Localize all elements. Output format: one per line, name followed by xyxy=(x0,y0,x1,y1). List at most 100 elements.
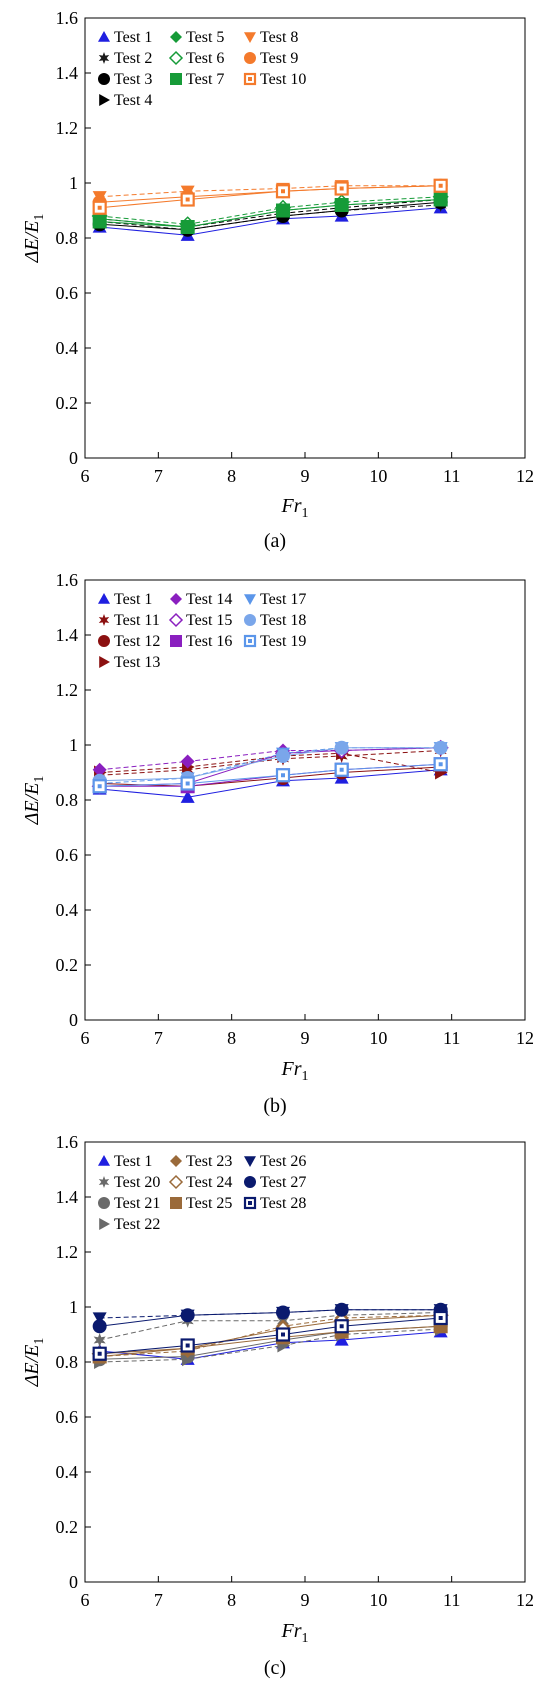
legend-marker xyxy=(244,614,256,626)
y-axis-label: ΔE/E1 xyxy=(21,776,47,826)
y-tick-label: 0.4 xyxy=(56,1462,79,1482)
legend-label: Test 7 xyxy=(186,71,224,88)
series-test-28 xyxy=(92,1310,448,1361)
data-point-center xyxy=(281,773,285,778)
y-tick-label: 0.6 xyxy=(56,283,79,303)
legend-label: Test 19 xyxy=(260,633,306,650)
legend-marker-center xyxy=(248,1201,252,1205)
legend-marker xyxy=(168,612,184,628)
legend-label: Test 16 xyxy=(186,633,232,650)
legend-item: Test 26 xyxy=(244,1153,306,1170)
legend-item: Test 3 xyxy=(98,71,152,88)
legend-item: Test 1 xyxy=(98,1153,152,1170)
panel-label: (c) xyxy=(264,1657,286,1679)
legend-marker xyxy=(168,1174,184,1190)
legend-item: Test 9 xyxy=(244,50,298,67)
y-tick-label: 1.4 xyxy=(56,625,79,645)
series-layer xyxy=(91,1302,449,1369)
data-point-center xyxy=(339,186,344,191)
data-point xyxy=(433,192,448,207)
series-layer xyxy=(91,739,449,803)
legend-label: Test 17 xyxy=(260,591,306,608)
data-point xyxy=(180,1308,195,1323)
legend-label: Test 23 xyxy=(186,1153,232,1170)
legend-item: Test 19 xyxy=(243,633,306,650)
legend-label: Test 2 xyxy=(114,50,152,67)
legend-item: Test 5 xyxy=(170,29,224,46)
axis-ticks: 6 7 8 9 10 11 12 0 0.2 0.4 0.6 0.8 1 1.2 1.4 1.6 xyxy=(56,1132,535,1610)
legend-marker xyxy=(98,635,110,647)
x-tick-label: 9 xyxy=(301,466,310,486)
legend-label: Test 3 xyxy=(114,71,152,88)
legend-marker xyxy=(99,656,110,668)
y-tick-label: 0.4 xyxy=(56,338,79,358)
panel-c: 6 7 8 9 10 11 12 0 0.2 0.4 0.6 0.8 1 1.2 1.4 1.6 Test 1… xyxy=(21,1132,534,1679)
panel-b: 6 7 8 9 10 11 12 0 0.2 0.4 0.6 0.8 1 1.2 1.4 1.6 Test 1… xyxy=(21,570,534,1117)
data-point xyxy=(180,220,195,234)
legend-label: Test 14 xyxy=(186,591,232,608)
y-tick-label: 1.2 xyxy=(56,680,79,700)
y-tick-label: 1 xyxy=(69,735,78,755)
legend-label: Test 11 xyxy=(114,612,160,629)
legend-item: Test 25 xyxy=(170,1195,232,1212)
legend-marker xyxy=(170,1197,182,1209)
legend-item: Test 4 xyxy=(99,92,152,109)
data-point-center xyxy=(97,1351,102,1356)
legend-label: Test 18 xyxy=(260,612,306,629)
legend-label: Test 21 xyxy=(114,1195,160,1212)
series-test-7 xyxy=(92,192,448,234)
legend-marker-center xyxy=(248,639,252,643)
legend-marker xyxy=(170,73,182,85)
y-tick-label: 1.6 xyxy=(56,570,79,590)
y-tick-label: 0 xyxy=(69,1572,78,1592)
data-point xyxy=(276,203,290,218)
legend-item: Test 13 xyxy=(99,654,160,671)
x-tick-label: 10 xyxy=(369,1028,387,1048)
y-tick-label: 1 xyxy=(69,173,78,193)
legend-label: Test 15 xyxy=(186,612,232,629)
legend-marker xyxy=(168,50,184,66)
x-tick-label: 12 xyxy=(516,1028,534,1048)
x-tick-label: 10 xyxy=(369,466,387,486)
data-point xyxy=(92,1312,107,1325)
legend-label: Test 1 xyxy=(114,29,152,46)
legend-item: Test 20 xyxy=(98,1174,160,1191)
legend-item: Test 11 xyxy=(98,612,160,629)
data-point xyxy=(334,1302,349,1317)
legend-marker xyxy=(99,1218,110,1230)
data-point-center xyxy=(185,1343,190,1348)
y-tick-label: 1.4 xyxy=(56,63,79,83)
panel-label: (a) xyxy=(264,530,286,552)
legend-marker xyxy=(244,594,256,605)
legend-marker xyxy=(170,593,182,605)
legend-label: Test 9 xyxy=(260,50,298,67)
data-point xyxy=(276,749,290,763)
data-point xyxy=(92,762,107,777)
legend-item: Test 7 xyxy=(170,71,224,88)
legend-label: Test 26 xyxy=(260,1153,306,1170)
x-tick-label: 11 xyxy=(443,1590,460,1610)
axis-ticks: 6 7 8 9 10 11 12 0 0.2 0.4 0.6 0.8 1 1.2 1.4 1.6 xyxy=(56,570,535,1048)
legend-item: Test 6 xyxy=(168,50,224,67)
legend-marker xyxy=(98,73,110,85)
legend-item: Test 17 xyxy=(244,591,306,608)
y-tick-label: 1.4 xyxy=(56,1187,79,1207)
y-tick-label: 0.8 xyxy=(56,1352,79,1372)
series-test-10 xyxy=(92,178,448,215)
x-tick-label: 10 xyxy=(369,1590,387,1610)
y-tick-label: 0 xyxy=(69,448,78,468)
legend-marker xyxy=(98,1155,110,1166)
y-tick-label: 0.4 xyxy=(56,900,79,920)
legend-marker xyxy=(170,31,182,43)
y-tick-label: 0.2 xyxy=(56,393,79,413)
y-tick-label: 1.2 xyxy=(56,118,79,138)
legend: Test 1 Test 5 Test 8 Test 2 Test 6 Test 9 Test… xyxy=(98,29,306,109)
data-point-center xyxy=(281,1332,285,1337)
x-axis-label: Fr1 xyxy=(281,1620,309,1646)
legend-item: Test 28 xyxy=(243,1195,306,1212)
legend-label: Test 1 xyxy=(114,1153,152,1170)
data-point xyxy=(334,1333,349,1346)
x-tick-label: 8 xyxy=(227,1590,236,1610)
data-point xyxy=(182,1352,195,1367)
data-point xyxy=(334,198,349,212)
